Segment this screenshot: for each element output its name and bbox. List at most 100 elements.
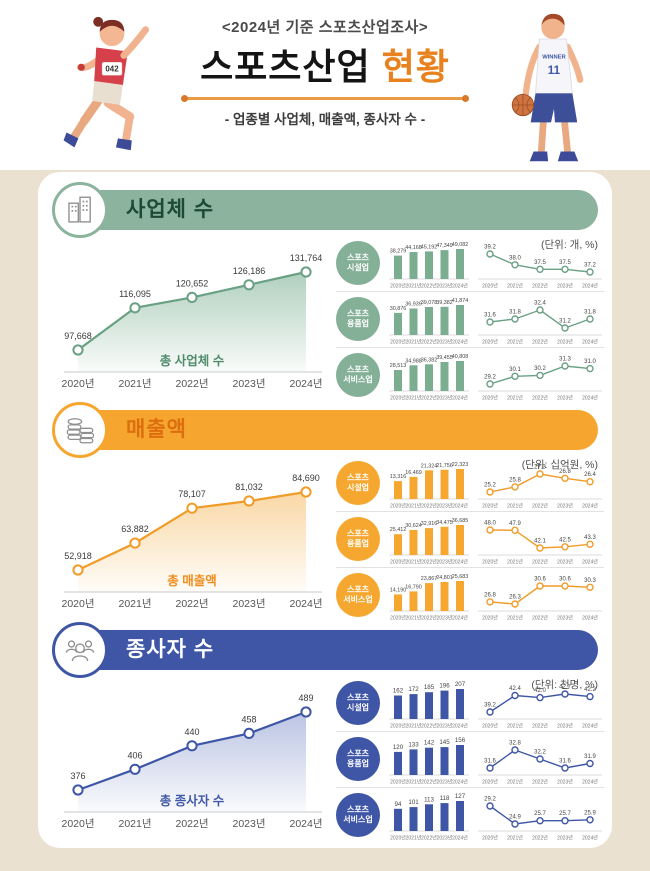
value-label: 26.3	[509, 595, 521, 601]
year-label: 2023년	[437, 283, 453, 290]
data-point	[536, 755, 544, 763]
bar	[425, 692, 433, 719]
subsector-label: 스포츠 서비스업	[336, 793, 380, 837]
year-label: 2020년	[390, 395, 406, 402]
value-label: 25.7	[534, 811, 546, 817]
year-label: 2020년	[482, 615, 498, 622]
value-label: 36,939	[405, 302, 422, 308]
total-line-chart: 376 2020년 406 2021년 440 2022년 458 2023년 489 2024년…	[61, 693, 322, 830]
data-point	[586, 268, 594, 276]
year-label: 2023년	[232, 378, 265, 390]
year-label: 2020년	[390, 835, 406, 842]
value-label: 63,882	[121, 524, 149, 534]
subsector-row: 스포츠 시설업 162 2020년 172 2021년 185 2022년 196 2023년 2…	[336, 676, 604, 732]
subsector-bar-chart: 162 2020년 172 2021년 185 2022년 196 2023년 207 2024년	[389, 681, 469, 730]
year-label: 2021년	[507, 283, 523, 290]
year-label: 2021년	[406, 779, 422, 786]
data-point	[511, 315, 519, 323]
year-label: 2022년	[421, 559, 437, 566]
bar	[456, 801, 464, 831]
bar	[456, 581, 464, 611]
bar	[440, 306, 449, 335]
year-label: 2020년	[390, 615, 406, 622]
area-fill	[78, 272, 306, 372]
value-label: 42.1	[534, 539, 546, 545]
subsector-row: 스포츠 서비스업 94 2020년 101 2021년 113 2022년 118 2023년 1…	[336, 788, 604, 843]
bar	[456, 689, 464, 719]
subsector-name: 시설업	[346, 263, 370, 272]
subsector-name: 스포츠	[346, 748, 370, 758]
year-label: 2020년	[390, 723, 406, 730]
value-label: 118	[440, 795, 450, 802]
year-label: 2024년	[452, 779, 468, 786]
value-label: 142	[424, 740, 435, 747]
value-label: 145	[439, 739, 450, 746]
year-label: 2023년	[437, 779, 453, 786]
year-label: 2020년	[482, 283, 498, 290]
value-label: 34,988	[405, 358, 422, 364]
data-point	[72, 564, 84, 576]
value-label: 32.2	[534, 750, 546, 756]
value-label: 84,690	[292, 473, 320, 483]
value-label: 44,168	[405, 245, 422, 251]
bar	[456, 249, 464, 279]
value-label: 31.8	[509, 310, 521, 316]
year-label: 2023년	[557, 283, 573, 290]
bar	[394, 481, 402, 499]
year-label: 2024년	[582, 723, 598, 730]
bar	[440, 362, 449, 391]
value-label: 38.0	[509, 255, 521, 261]
value-label: 41,874	[452, 298, 469, 304]
subsector-name: 스포츠	[346, 364, 370, 374]
year-label: 2024년	[582, 503, 598, 510]
data-point	[561, 690, 569, 698]
data-point	[511, 261, 519, 269]
subsector-bar-chart: 30,876 2020년 36,939 2021년 39,078 2022년 39,382 2…	[389, 298, 469, 346]
subsector-label: 스포츠 용품업	[336, 297, 380, 341]
content-card: 사업체 수 (단위: 개, %) 97,668 2020년 116,095 2021년…	[38, 172, 612, 848]
subsector-bar-chart: 13,3162020년16,4692021년21,3242022년21,7562…	[389, 462, 469, 510]
subsector-name: 서비스업	[343, 595, 373, 604]
data-point	[536, 371, 544, 380]
subsector-name: 용품업	[346, 759, 370, 768]
bar	[394, 312, 402, 335]
subsector-label: 스포츠 용품업	[336, 517, 380, 561]
data-point	[561, 817, 569, 825]
subsector-row: 스포츠 시설업 13,316 2020년 16,469 2021년 21,324 2022년…	[336, 456, 604, 512]
data-point	[486, 250, 494, 258]
data-point	[300, 266, 312, 278]
year-label: 2024년	[452, 559, 468, 566]
page-title: 스포츠산업 현황	[0, 38, 650, 90]
subsector-name: 용품업	[346, 319, 370, 328]
value-label: 21,756	[436, 463, 453, 469]
value-label: 47.9	[509, 521, 521, 527]
year-label: 2022년	[532, 615, 548, 622]
bar	[456, 745, 464, 775]
year-label: 2021년	[406, 283, 422, 290]
year-label: 2023년	[437, 339, 453, 346]
value-label: 32.8	[509, 741, 521, 747]
year-label: 2021년	[507, 835, 523, 842]
year-label: 2022년	[175, 378, 208, 390]
data-point	[586, 478, 594, 486]
year-label: 2021년	[507, 615, 523, 622]
subsector-row: 스포츠 서비스업 14,190 2020년 16,790 2021년 23,867 2022…	[336, 568, 604, 623]
value-label: 406	[127, 750, 142, 760]
data-point	[129, 537, 141, 549]
year-label: 2024년	[452, 723, 468, 730]
year-label: 2022년	[421, 835, 437, 842]
data-point	[186, 291, 198, 304]
value-label: 14,190	[390, 587, 407, 593]
subsector-pct-chart: 39.2 2020년 42.4 2021년 42.0 2022년 42.7 2023년 42.2…	[478, 685, 602, 730]
unit-label: (단위: 개, %)	[541, 239, 598, 251]
data-point	[186, 740, 198, 752]
data-point	[511, 372, 519, 380]
year-label: 2021년	[406, 559, 422, 566]
subsector-pct-chart: 26.8 2020년 26.3 2021년 30.6 2022년 30.6 2023년 30.3…	[478, 577, 602, 622]
value-label: 31.6	[484, 313, 496, 319]
value-label: 39,078	[421, 300, 438, 306]
data-point	[536, 265, 544, 273]
runner-illustration: 042	[63, 16, 150, 151]
year-label: 2024년	[582, 339, 598, 346]
year-label: 2021년	[118, 818, 151, 830]
